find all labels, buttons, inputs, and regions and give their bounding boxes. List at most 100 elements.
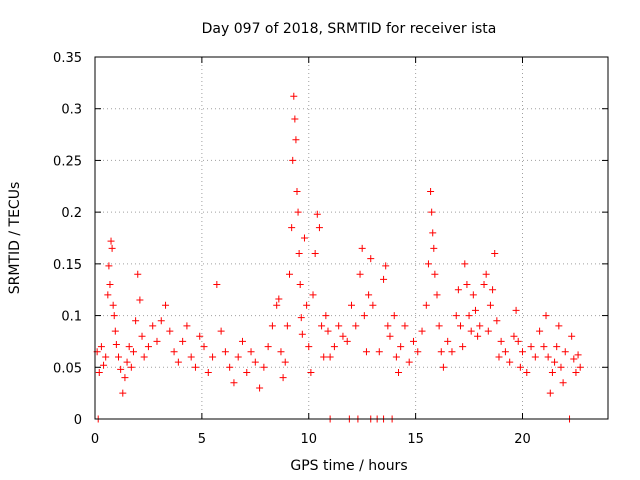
data-point [356, 270, 364, 278]
data-point [144, 343, 152, 351]
data-point [300, 234, 308, 242]
data-point [339, 332, 347, 340]
data-point [386, 332, 394, 340]
data-point [268, 322, 276, 330]
data-point [459, 343, 467, 351]
data-point [476, 322, 484, 330]
data-point [465, 312, 473, 320]
data-point [311, 250, 319, 258]
data-point [437, 348, 445, 356]
data-point [279, 374, 287, 382]
x-tick-label: 5 [198, 432, 206, 447]
data-point [307, 368, 315, 376]
data-point [375, 348, 383, 356]
data-point [454, 286, 462, 294]
data-point [395, 368, 403, 376]
data-point [430, 244, 438, 252]
data-point [132, 317, 140, 325]
data-point [467, 327, 475, 335]
data-point [461, 260, 469, 268]
data-point [277, 348, 285, 356]
data-point [486, 301, 494, 309]
y-axis-label: SRMTID / TECUs [7, 182, 23, 295]
y-tick-label: 0.35 [53, 51, 82, 66]
data-point [358, 244, 366, 252]
data-point [170, 348, 178, 356]
plot-frame [94, 56, 609, 420]
data-point [506, 358, 514, 366]
y-tick-label: 0.05 [53, 361, 82, 376]
data-point [115, 353, 123, 361]
data-point [330, 343, 338, 351]
data-point [491, 250, 499, 258]
data-point [217, 327, 225, 335]
data-point [111, 327, 119, 335]
grid-lines [95, 57, 608, 419]
data-point [187, 353, 195, 361]
data-point [281, 358, 289, 366]
data-point [561, 348, 569, 356]
data-point [397, 343, 405, 351]
data-point [568, 332, 576, 340]
data-point [313, 210, 321, 218]
x-tick-label: 20 [514, 432, 531, 447]
data-point [574, 351, 582, 359]
data-point [292, 136, 300, 144]
data-point [134, 270, 142, 278]
data-point [489, 286, 497, 294]
data-point [108, 244, 116, 252]
y-tick-label: 0 [74, 413, 82, 428]
data-point [243, 368, 251, 376]
data-point [291, 115, 299, 123]
data-point [392, 353, 400, 361]
data-point [125, 343, 133, 351]
data-point [174, 358, 182, 366]
data-point [352, 322, 360, 330]
data-point [283, 322, 291, 330]
data-point [256, 384, 264, 392]
data-point [183, 322, 191, 330]
data-point [204, 368, 212, 376]
data-point [100, 361, 108, 369]
data-point [102, 353, 110, 361]
data-point [424, 260, 432, 268]
data-point [290, 92, 298, 100]
data-point [213, 281, 221, 289]
data-point [138, 332, 146, 340]
data-point [439, 363, 447, 371]
data-point [429, 229, 437, 237]
y-tick-label: 0.25 [53, 154, 82, 169]
data-point [365, 291, 373, 299]
data-point [469, 291, 477, 299]
data-point [140, 353, 148, 361]
data-point [110, 312, 118, 320]
data-points [93, 92, 584, 423]
data-point [501, 348, 509, 356]
data-point [127, 363, 135, 371]
data-point [157, 317, 165, 325]
data-point [293, 187, 301, 195]
data-point [162, 301, 170, 309]
data-point [305, 343, 313, 351]
data-point [343, 337, 351, 345]
data-point [273, 301, 281, 309]
data-point [369, 301, 377, 309]
data-point [523, 368, 531, 376]
data-point [123, 358, 131, 366]
data-point [200, 343, 208, 351]
chart-title: Day 097 of 2018, SRMTID for receiver ist… [202, 21, 497, 37]
data-point [234, 353, 242, 361]
data-point [576, 363, 584, 371]
data-point [309, 291, 317, 299]
data-point [348, 301, 355, 309]
data-point [196, 332, 204, 340]
data-point [296, 281, 304, 289]
data-point [264, 343, 272, 351]
data-point [418, 327, 426, 335]
data-point [294, 208, 302, 216]
data-point [457, 322, 465, 330]
data-point [435, 322, 443, 330]
data-point [335, 322, 343, 330]
data-point [527, 343, 535, 351]
data-point [153, 337, 161, 345]
